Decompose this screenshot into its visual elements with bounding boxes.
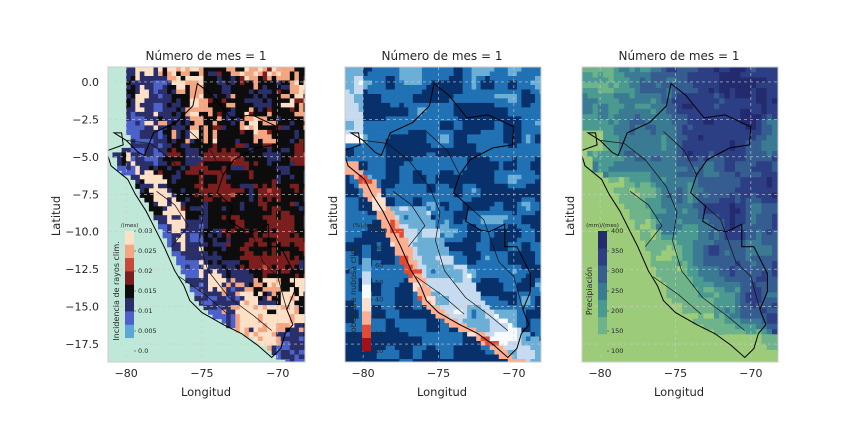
colorbar-tick-label: 350: [611, 247, 623, 255]
colorbar-tick-label: 0.01: [138, 307, 152, 315]
gridlines: [345, 67, 541, 362]
colorbar-swatch: [125, 231, 134, 245]
colorbar-tick-label: 50: [375, 278, 383, 286]
x-tick-label: −80: [588, 367, 611, 380]
x-tick-label: −80: [115, 367, 138, 380]
colorbar-swatch: [125, 271, 134, 285]
precipitation-map-panel: Número de mes = 1 Longitud Latitud −80 −7…: [563, 49, 779, 399]
panel-title: Número de mes = 1: [146, 49, 267, 63]
colorbar-tick-label: 250: [611, 287, 623, 295]
panel-title: Número de mes = 1: [619, 49, 740, 63]
colorbar-tick-label: 0.02: [138, 267, 152, 275]
colorbar-tick-label: 0.0: [138, 347, 148, 355]
colorbar-tick-label: 20: [375, 330, 383, 338]
colorbar: (mm)/(mes) 100 150 200 250 300 350 400 Precipiac…: [584, 223, 623, 355]
y-tick-label: −7.5: [72, 188, 99, 201]
x-tick-label: −80: [351, 367, 374, 380]
colorbar-swatch: [598, 265, 607, 283]
colorbar-tick-label: 60: [375, 261, 383, 269]
x-tick-label: −70: [502, 367, 525, 380]
heatmap-cells: [582, 67, 778, 362]
colorbar-label: Precipiación: [584, 267, 594, 315]
y-axis-label: Latitud: [563, 196, 577, 236]
y-tick-label: −17.5: [65, 338, 99, 351]
colorbar-swatch: [598, 316, 607, 335]
y-tick-label: 0.0: [82, 76, 100, 89]
y-tick-label: −12.5: [65, 263, 99, 276]
colorbar-swatch: [362, 271, 371, 285]
colorbar: /(mes) 0.0 0.005 0.01 0.015 0.02 0.025 0.03 Inci…: [112, 223, 157, 355]
colorbar-swatch: [362, 297, 371, 312]
colorbar-tick-label: 0.005: [138, 327, 157, 335]
y-axis-label: Latitud: [49, 196, 63, 236]
x-tick-label: −70: [266, 367, 289, 380]
colorbar-tick-label: 100: [611, 347, 623, 355]
colorbar-swatch: [598, 231, 607, 249]
y-axis-label: Latitud: [326, 196, 340, 236]
axes-frame: [581, 66, 779, 363]
x-tick-label: −75: [427, 367, 450, 380]
colorbar-label: Cobertura nubosa clim.: [349, 244, 358, 338]
x-axis-label: Longitud: [181, 385, 231, 399]
colorbar-swatch: [362, 337, 371, 352]
lightning-map-panel: Número de mes = 1 Longitud Latitud −80 −7…: [49, 49, 306, 399]
colorbar-swatch: [362, 284, 371, 299]
x-axis-label: Longitud: [654, 385, 704, 399]
cloud-cover-map-panel: Número de mes = 1 Longitud Latitud −80 −7…: [326, 49, 542, 399]
colorbar-swatch: [598, 248, 607, 266]
colorbar-swatch: [362, 257, 371, 272]
colorbar: (%)/(mes) 10 20 30 40 50 60 80 100 Cobertura nubo…: [349, 223, 387, 355]
country-borders: [345, 82, 531, 359]
y-tick-label: −2.5: [72, 113, 99, 126]
colorbar-swatch: [125, 257, 134, 272]
colorbar-tick-label: 200: [611, 307, 623, 315]
axes-frame: [107, 66, 306, 363]
colorbar-swatch: [125, 284, 134, 299]
colorbar-tick-label: 0.03: [138, 227, 152, 235]
colorbar-unit: (mm)/(mes): [586, 223, 619, 229]
colorbar-unit: /(mes): [121, 223, 139, 229]
colorbar-swatch: [125, 311, 134, 325]
colorbar-tick-label: 400: [611, 227, 623, 235]
colorbar-swatch: [125, 297, 134, 312]
gridlines: [108, 67, 305, 362]
colorbar-tick-label: 100: [375, 227, 387, 235]
colorbar-tick-label: 150: [611, 327, 623, 335]
x-tick-label: −70: [739, 367, 762, 380]
colorbar-swatch: [362, 231, 371, 245]
colorbar-swatch: [125, 324, 134, 339]
y-tick-label: −5.0: [72, 151, 99, 164]
gridlines: [582, 67, 778, 362]
colorbar-swatch: [362, 311, 371, 325]
colorbar-tick-label: 40: [375, 296, 383, 304]
y-tick-label: −15.0: [65, 301, 99, 314]
x-axis-label: Longitud: [417, 385, 467, 399]
colorbar-tick-label: 30: [375, 313, 383, 321]
country-borders: [582, 82, 768, 359]
country-borders: [108, 82, 295, 359]
colorbar-swatch: [362, 244, 371, 259]
colorbar-tick-label: 300: [611, 267, 623, 275]
colorbar-tick-label: 10: [375, 347, 383, 355]
colorbar-tick-label: 0.025: [138, 247, 157, 255]
colorbar-tick-label: 0.015: [138, 287, 157, 295]
axes-frame: [344, 66, 542, 363]
heatmap-cells: [112, 67, 305, 362]
colorbar-tick-label: 80: [375, 244, 383, 252]
colorbar-swatch: [598, 299, 607, 318]
colorbar-swatch: [598, 282, 607, 300]
colorbar-swatch: [598, 333, 607, 352]
x-tick-label: −75: [190, 367, 213, 380]
colorbar-swatch: [125, 337, 134, 352]
panel-title: Número de mes = 1: [382, 49, 503, 63]
x-tick-label: −75: [664, 367, 687, 380]
y-tick-label: −10.0: [65, 226, 99, 239]
colorbar-unit: (%)/(mes): [353, 223, 380, 229]
colorbar-swatch: [125, 244, 134, 259]
colorbar-swatch: [362, 324, 371, 339]
colorbar-label: Incidencia de rayos clim.: [112, 241, 121, 340]
